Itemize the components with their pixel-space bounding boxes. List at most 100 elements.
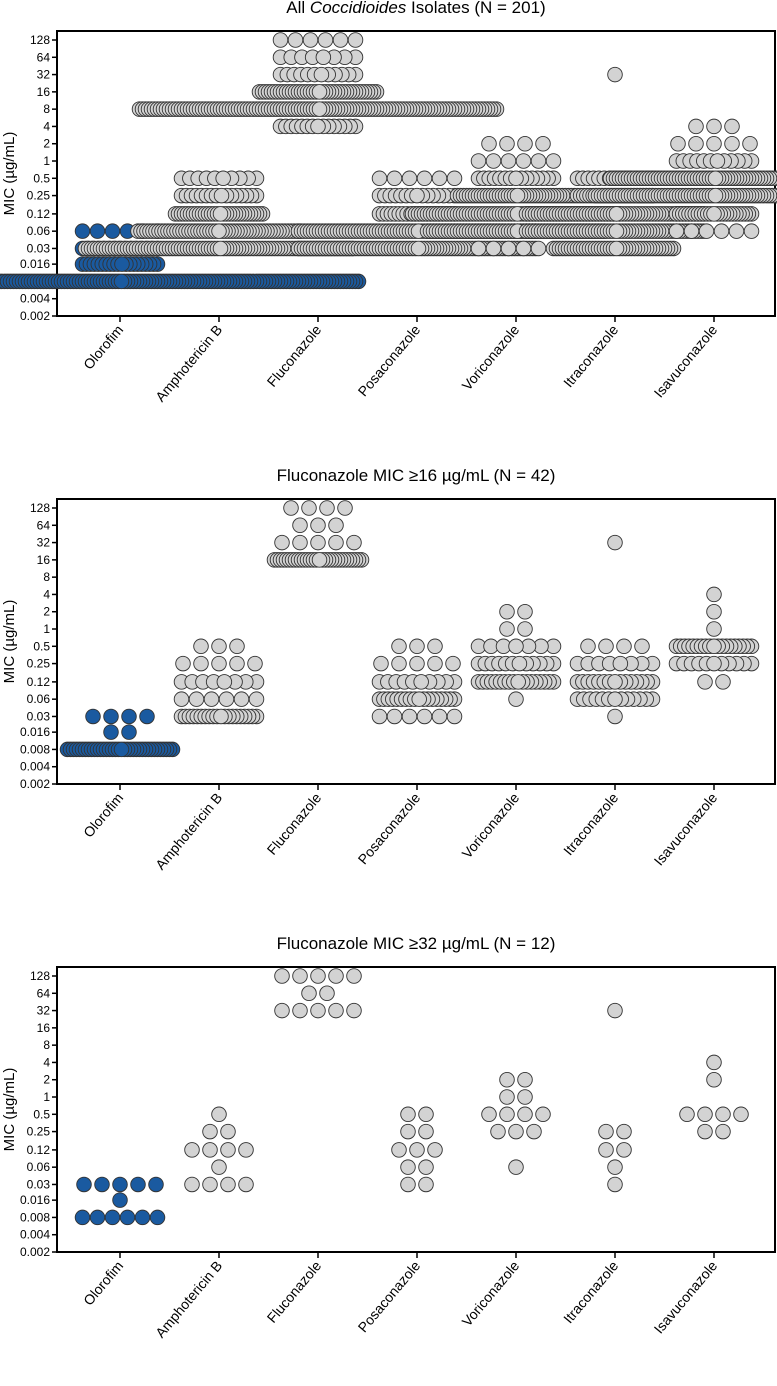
data-point — [212, 240, 229, 257]
data-point — [515, 240, 532, 257]
data-point — [499, 621, 515, 637]
data-point — [391, 638, 407, 655]
data-point — [409, 187, 425, 204]
data-point — [319, 985, 335, 1002]
data-point — [500, 153, 517, 169]
data-point — [213, 187, 230, 204]
y-tick-label: 0.5 — [33, 171, 50, 185]
chart-panel-3: Fluconazole MIC ≥32 µg/mL (N = 12) 0.002 0… — [1, 934, 776, 1341]
x-category-label: Amphotericin B — [152, 790, 225, 873]
data-point — [149, 1209, 166, 1226]
chart-title-text: All — [286, 0, 310, 17]
data-point — [292, 1002, 308, 1019]
data-point — [211, 1106, 227, 1123]
y-tick-label: 128 — [30, 969, 50, 983]
y-tick-label: 8 — [43, 102, 50, 116]
data-point — [706, 638, 722, 655]
data-point — [391, 1142, 407, 1158]
data-point — [535, 135, 551, 152]
data-point — [715, 1106, 731, 1123]
data-point — [317, 32, 334, 48]
x-category-label: Amphotericin B — [152, 1258, 225, 1341]
data-point — [580, 638, 596, 655]
data-point — [545, 153, 562, 169]
y-tick-label: 1 — [43, 622, 50, 636]
x-category-label: Itraconazole — [560, 789, 621, 858]
data-point — [713, 223, 730, 239]
y-tick-label: 0.5 — [33, 1107, 50, 1121]
data-point — [400, 1123, 416, 1140]
y-tick-label: 0.12 — [27, 207, 51, 221]
data-point — [724, 118, 740, 135]
data-point — [499, 603, 515, 620]
y-tick-label: 4 — [43, 587, 50, 601]
y-tick-label: 64 — [37, 50, 51, 64]
data-point — [427, 655, 443, 672]
data-point — [517, 1089, 533, 1105]
data-point — [500, 240, 517, 257]
data-point — [607, 691, 623, 707]
data-point — [598, 1142, 614, 1158]
data-point — [418, 1123, 434, 1140]
data-point — [371, 708, 388, 725]
data-point — [400, 1106, 416, 1123]
data-point — [134, 1209, 151, 1226]
data-point — [332, 32, 349, 48]
data-point — [499, 1106, 515, 1123]
data-point — [346, 968, 362, 984]
data-point — [292, 968, 308, 984]
data-point — [202, 1123, 218, 1140]
data-point — [211, 655, 227, 672]
data-point — [121, 708, 137, 725]
y-axis-label: MIC (µg/mL) — [1, 1068, 18, 1152]
data-point — [598, 638, 614, 655]
y-tick-label: 32 — [37, 536, 51, 550]
data-point — [311, 84, 328, 100]
data-point — [89, 1209, 106, 1226]
y-tick-label: 0.002 — [20, 1245, 50, 1259]
data-point — [607, 1002, 623, 1019]
y-tick-label: 0.016 — [20, 1193, 50, 1207]
data-point — [247, 655, 263, 672]
data-point — [511, 655, 528, 672]
x-category-label: Posaconazole — [355, 1257, 424, 1335]
x-category-label: Fluconazole — [264, 1257, 325, 1325]
data-point — [103, 708, 119, 725]
data-point — [400, 1159, 416, 1175]
y-tick-label: 16 — [37, 553, 51, 567]
data-point — [418, 1176, 434, 1193]
data-point — [427, 638, 443, 655]
x-category-label: Olorofim — [80, 790, 126, 841]
y-tick-label: 0.06 — [27, 692, 51, 706]
data-point — [113, 273, 130, 290]
y-tick-label: 0.5 — [33, 639, 50, 653]
data-point — [499, 1089, 515, 1105]
y-tick-label: 2 — [43, 1073, 50, 1087]
data-point — [292, 534, 308, 551]
data-point — [328, 517, 344, 534]
data-point — [515, 153, 532, 169]
data-point — [220, 1123, 236, 1140]
y-axis-label: MIC (µg/mL) — [1, 132, 18, 216]
plot-frame — [56, 498, 776, 785]
data-point — [508, 1159, 524, 1175]
data-point — [310, 1002, 326, 1019]
y-tick-label: 32 — [37, 68, 51, 82]
data-point — [598, 1123, 614, 1140]
data-point — [346, 1002, 362, 1019]
chart-title-suffix: Isolates (N = 201) — [406, 0, 545, 17]
data-point — [728, 223, 745, 239]
data-point — [485, 153, 502, 169]
data-point — [688, 135, 704, 152]
data-point — [608, 206, 625, 222]
data-point — [706, 586, 722, 603]
x-category-label: Fluconazole — [264, 321, 325, 389]
y-tick-label: 0.008 — [20, 1210, 50, 1224]
data-point — [301, 985, 317, 1002]
data-point — [709, 153, 726, 169]
data-point — [274, 1002, 290, 1019]
data-point — [238, 1142, 254, 1158]
data-point — [706, 621, 722, 637]
y-tick-label: 4 — [43, 119, 50, 133]
